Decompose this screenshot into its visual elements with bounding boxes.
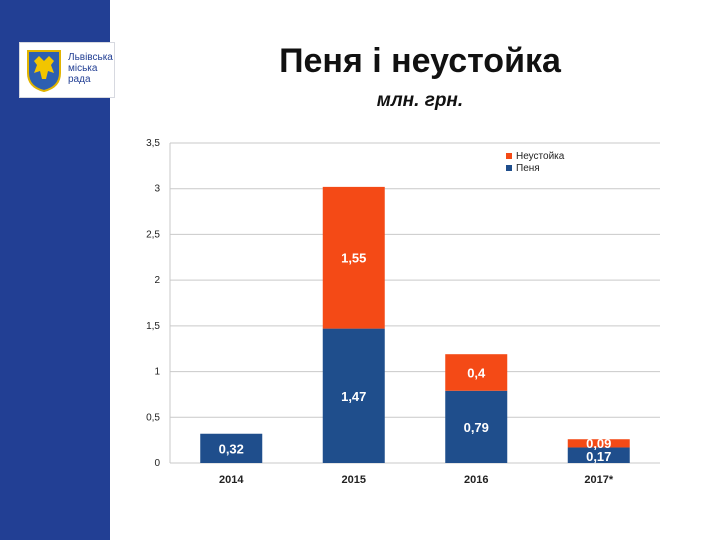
lion-shield-icon bbox=[27, 50, 61, 93]
y-tick-label: 0,5 bbox=[146, 412, 160, 423]
logo-line: Львівська bbox=[68, 52, 113, 63]
data-label: 0,17 bbox=[586, 449, 611, 464]
data-label: 0,09 bbox=[586, 436, 611, 451]
bar-segment bbox=[567, 439, 630, 448]
city-council-logo: Львівська міська рада bbox=[19, 42, 115, 98]
y-tick-label: 1,5 bbox=[146, 321, 160, 332]
data-label: 1,47 bbox=[341, 389, 366, 404]
y-tick-label: 2,5 bbox=[146, 229, 160, 240]
logo-line: рада bbox=[68, 74, 91, 85]
legend-swatch bbox=[506, 165, 512, 171]
logo-text: Львівська міська рада bbox=[68, 52, 116, 85]
y-tick-label: 3,5 bbox=[146, 138, 160, 149]
bar-segment bbox=[200, 433, 263, 463]
y-tick-label: 2 bbox=[154, 275, 160, 286]
y-tick-label: 1 bbox=[154, 367, 160, 378]
legend-label: Неустойка bbox=[516, 151, 565, 162]
data-label: 0,32 bbox=[219, 441, 244, 456]
slide-subtitle: млн. грн. bbox=[376, 90, 464, 111]
x-tick-label: 2015 bbox=[342, 474, 366, 486]
data-label: 0,4 bbox=[467, 365, 486, 380]
x-tick-label: 2014 bbox=[219, 474, 244, 486]
slide-title: Пеня і неустойка bbox=[279, 42, 561, 80]
y-tick-label: 0 bbox=[154, 458, 160, 469]
bar-segment bbox=[567, 447, 630, 463]
y-tick-label: 3 bbox=[154, 184, 160, 195]
logo-line: міська bbox=[68, 63, 98, 74]
legend-label: Пеня bbox=[516, 163, 540, 174]
bar-segment bbox=[445, 354, 508, 391]
x-tick-label: 2017* bbox=[584, 474, 613, 486]
data-label: 1,55 bbox=[341, 251, 366, 266]
legend-swatch bbox=[506, 153, 512, 159]
data-label: 0,79 bbox=[464, 420, 489, 435]
bar-segment bbox=[322, 186, 385, 329]
bar-segment bbox=[445, 390, 508, 463]
x-tick-label: 2016 bbox=[464, 474, 488, 486]
bar-segment bbox=[322, 328, 385, 463]
